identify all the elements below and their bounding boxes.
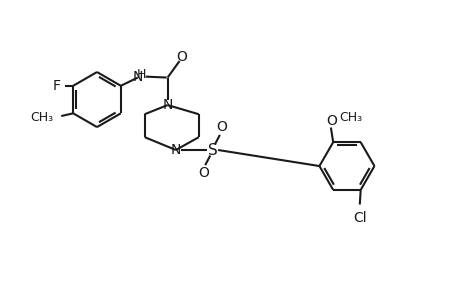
Text: Cl: Cl [352,211,366,225]
Text: O: O [216,120,227,134]
Text: H: H [137,68,146,81]
Text: S: S [207,142,217,158]
Text: O: O [197,167,208,180]
Text: O: O [326,114,336,128]
Text: N: N [162,98,173,112]
Text: CH₃: CH₃ [30,111,53,124]
Text: O: O [175,50,186,64]
Text: CH₃: CH₃ [338,111,362,124]
Text: F: F [53,79,61,93]
Text: N: N [170,143,181,157]
Text: N: N [133,70,143,84]
